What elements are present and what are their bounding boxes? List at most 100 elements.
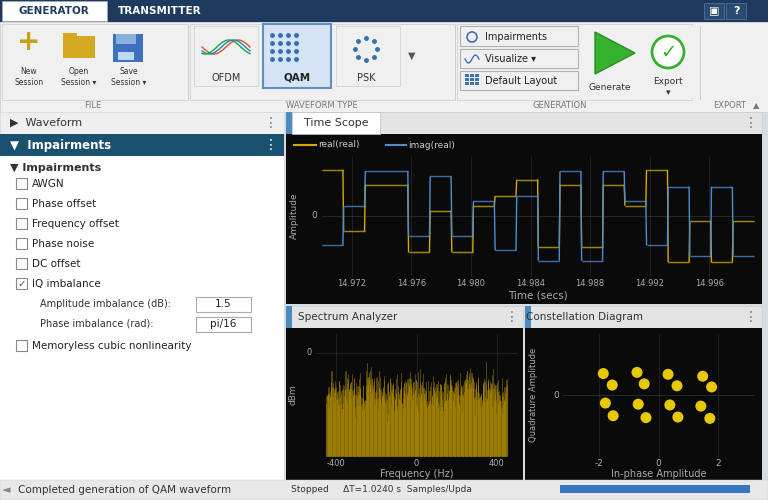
Bar bbox=[470, 78, 474, 81]
Bar bbox=[286, 306, 292, 328]
Text: Phase offset: Phase offset bbox=[32, 199, 96, 209]
Bar bbox=[2, 24, 188, 100]
Circle shape bbox=[607, 380, 617, 390]
Bar bbox=[465, 78, 469, 81]
Bar bbox=[286, 306, 523, 328]
Bar bbox=[0, 480, 768, 500]
Bar bbox=[190, 24, 455, 100]
Bar bbox=[0, 134, 284, 156]
Text: Time Scope: Time Scope bbox=[303, 118, 369, 128]
Text: Visualize ▾: Visualize ▾ bbox=[485, 54, 536, 64]
Circle shape bbox=[697, 370, 708, 382]
Bar bbox=[726, 3, 746, 19]
Text: GENERATOR: GENERATOR bbox=[18, 6, 89, 16]
Text: real(real): real(real) bbox=[318, 140, 359, 149]
Text: ⋮: ⋮ bbox=[505, 310, 519, 324]
Bar bbox=[457, 24, 692, 100]
Text: TRANSMITTER: TRANSMITTER bbox=[118, 6, 202, 16]
Text: 0: 0 bbox=[414, 460, 419, 468]
Text: IQ imbalance: IQ imbalance bbox=[32, 279, 101, 289]
Text: +: + bbox=[18, 28, 41, 56]
Bar bbox=[118, 52, 134, 60]
Text: Completed generation of QAM waveform: Completed generation of QAM waveform bbox=[18, 485, 231, 495]
Text: ?: ? bbox=[733, 6, 740, 16]
Text: ▼  Impairments: ▼ Impairments bbox=[10, 138, 111, 151]
Bar bbox=[16, 198, 27, 209]
Bar bbox=[16, 178, 27, 189]
Text: -2: -2 bbox=[594, 460, 603, 468]
Text: Save
Session ▾: Save Session ▾ bbox=[111, 68, 147, 86]
Bar bbox=[292, 112, 380, 134]
Text: 14.976: 14.976 bbox=[397, 280, 426, 288]
Circle shape bbox=[706, 382, 717, 392]
Bar bbox=[196, 297, 251, 312]
Text: 0: 0 bbox=[311, 212, 317, 220]
Bar bbox=[465, 82, 469, 85]
Text: Default Layout: Default Layout bbox=[485, 76, 558, 86]
Text: Export
▾: Export ▾ bbox=[654, 78, 683, 96]
Bar bbox=[8, 28, 50, 70]
Bar bbox=[648, 26, 698, 98]
Text: Impairments: Impairments bbox=[485, 32, 547, 42]
Text: ✓: ✓ bbox=[17, 279, 26, 289]
Text: 0: 0 bbox=[306, 348, 312, 358]
Bar bbox=[470, 74, 474, 77]
Text: QAM: QAM bbox=[283, 73, 310, 83]
Text: Amplitude imbalance (dB):: Amplitude imbalance (dB): bbox=[40, 299, 171, 309]
Text: Time (secs): Time (secs) bbox=[508, 291, 568, 301]
Text: DC offset: DC offset bbox=[32, 259, 81, 269]
Text: Amplitude: Amplitude bbox=[290, 192, 299, 240]
Text: GENERATION: GENERATION bbox=[533, 102, 588, 110]
Text: ▼ Impairments: ▼ Impairments bbox=[10, 163, 101, 173]
Bar bbox=[196, 317, 251, 332]
Bar bbox=[58, 28, 100, 70]
Bar bbox=[460, 71, 578, 90]
Text: FILE: FILE bbox=[84, 102, 101, 110]
Bar bbox=[475, 82, 479, 85]
Bar bbox=[286, 112, 762, 134]
Bar bbox=[63, 33, 77, 39]
Text: PSK: PSK bbox=[357, 73, 376, 83]
Bar bbox=[116, 34, 136, 44]
Circle shape bbox=[639, 378, 650, 390]
Text: ⋮: ⋮ bbox=[744, 116, 758, 130]
Text: Memoryless cubic nonlinearity: Memoryless cubic nonlinearity bbox=[32, 341, 191, 351]
Text: WAVEFORM TYPE: WAVEFORM TYPE bbox=[286, 102, 358, 110]
Text: ⋮: ⋮ bbox=[264, 138, 278, 152]
Text: In-phase Amplitude: In-phase Amplitude bbox=[611, 469, 707, 479]
Text: Quadrature Amplitude: Quadrature Amplitude bbox=[529, 348, 538, 442]
Circle shape bbox=[671, 380, 683, 392]
Text: AWGN: AWGN bbox=[32, 179, 65, 189]
Text: Spectrum Analyzer: Spectrum Analyzer bbox=[298, 312, 398, 322]
Circle shape bbox=[695, 400, 707, 411]
Circle shape bbox=[598, 368, 609, 379]
Circle shape bbox=[673, 412, 684, 422]
Bar bbox=[0, 22, 768, 112]
Text: -400: -400 bbox=[326, 460, 346, 468]
Text: 14.996: 14.996 bbox=[695, 280, 723, 288]
Circle shape bbox=[633, 398, 644, 409]
Circle shape bbox=[663, 369, 674, 380]
Text: New
Session: New Session bbox=[15, 68, 44, 86]
Bar bbox=[525, 306, 531, 328]
Bar bbox=[0, 112, 284, 134]
Circle shape bbox=[652, 36, 684, 68]
Bar bbox=[475, 78, 479, 81]
Text: Generate: Generate bbox=[589, 82, 631, 92]
Bar bbox=[286, 328, 523, 480]
Text: 14.984: 14.984 bbox=[516, 280, 545, 288]
Bar bbox=[460, 26, 578, 46]
Circle shape bbox=[607, 410, 619, 421]
Bar bbox=[263, 24, 331, 88]
Text: 14.972: 14.972 bbox=[337, 280, 366, 288]
Text: dBm: dBm bbox=[289, 384, 297, 406]
Bar bbox=[465, 74, 469, 77]
Bar bbox=[700, 26, 701, 100]
Text: ▶  Waveform: ▶ Waveform bbox=[10, 118, 82, 128]
Text: 2: 2 bbox=[715, 460, 721, 468]
Text: ◄: ◄ bbox=[2, 485, 10, 495]
Bar bbox=[16, 258, 27, 269]
Circle shape bbox=[641, 412, 651, 423]
Text: Constellation Diagram: Constellation Diagram bbox=[527, 312, 644, 322]
Text: 0: 0 bbox=[656, 460, 661, 468]
